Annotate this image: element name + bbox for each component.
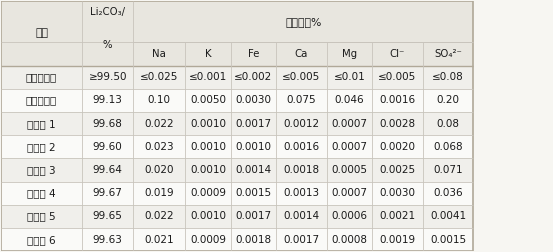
Text: Na: Na [152,49,166,59]
Text: Fe: Fe [248,49,259,59]
Text: 0.0010: 0.0010 [190,165,226,175]
Text: ≤0.001: ≤0.001 [189,72,227,82]
Text: 0.036: 0.036 [433,188,463,198]
Text: 0.021: 0.021 [144,235,174,245]
Text: 电池级标准: 电池级标准 [26,72,57,82]
Text: 0.0005: 0.0005 [331,165,367,175]
Text: 实施例 6: 实施例 6 [27,235,56,245]
Text: 0.068: 0.068 [433,142,463,152]
Text: 0.023: 0.023 [144,142,174,152]
Text: 杂质含量%: 杂质含量% [285,17,321,26]
Bar [1,1,473,66]
Text: 0.0012: 0.0012 [283,119,320,129]
Bar [1,182,473,205]
Text: 0.046: 0.046 [335,96,364,106]
Text: 0.0014: 0.0014 [235,165,272,175]
Text: 0.0009: 0.0009 [190,188,226,198]
Text: 实施例 2: 实施例 2 [27,142,56,152]
Text: 0.10: 0.10 [148,96,171,106]
Text: 0.20: 0.20 [436,96,460,106]
Text: 0.0008: 0.0008 [331,235,367,245]
Text: 0.0007: 0.0007 [331,119,367,129]
Bar [1,228,473,251]
Text: SO₄²⁻: SO₄²⁻ [434,49,462,59]
Text: ≤0.005: ≤0.005 [282,72,320,82]
Text: 99.64: 99.64 [93,165,123,175]
Text: 0.022: 0.022 [144,211,174,222]
Text: 99.65: 99.65 [93,211,123,222]
Bar [1,135,473,159]
Text: 实施例 4: 实施例 4 [27,188,56,198]
Text: 0.0007: 0.0007 [331,188,367,198]
Text: 0.0010: 0.0010 [190,119,226,129]
Text: 参比实施例: 参比实施例 [26,96,57,106]
Text: 实施例 1: 实施例 1 [27,119,56,129]
Text: 0.020: 0.020 [144,165,174,175]
Text: 0.0013: 0.0013 [283,188,320,198]
Text: 0.075: 0.075 [286,96,316,106]
Text: 99.63: 99.63 [93,235,123,245]
Text: 0.0016: 0.0016 [379,96,415,106]
Text: 99.68: 99.68 [93,119,123,129]
Text: ≤0.01: ≤0.01 [333,72,365,82]
Text: 0.0025: 0.0025 [379,165,415,175]
Text: 品级: 品级 [35,28,48,38]
Bar [1,112,473,135]
Text: 0.0028: 0.0028 [379,119,415,129]
Text: 0.0017: 0.0017 [283,235,320,245]
Text: 0.0007: 0.0007 [331,142,367,152]
Text: Cl⁻: Cl⁻ [390,49,405,59]
Bar [1,205,473,228]
Text: 实施例 3: 实施例 3 [27,165,56,175]
Text: 0.0020: 0.0020 [379,142,415,152]
Text: 0.0014: 0.0014 [283,211,320,222]
Text: 0.0021: 0.0021 [379,211,415,222]
Text: 99.60: 99.60 [93,142,123,152]
Text: K: K [205,49,211,59]
Text: Mg: Mg [342,49,357,59]
Text: 0.08: 0.08 [436,119,460,129]
Text: 0.0019: 0.0019 [379,235,415,245]
Text: 0.022: 0.022 [144,119,174,129]
Bar [1,1,473,251]
Text: 99.13: 99.13 [93,96,123,106]
Text: Li₂CO₃/: Li₂CO₃/ [90,7,125,17]
Text: Ca: Ca [295,49,308,59]
Text: 0.0041: 0.0041 [430,211,466,222]
Text: 0.0010: 0.0010 [236,142,272,152]
Text: ≤0.005: ≤0.005 [378,72,416,82]
Text: 0.0010: 0.0010 [190,142,226,152]
Text: 0.0015: 0.0015 [430,235,466,245]
Bar [1,159,473,182]
Text: 0.0018: 0.0018 [283,165,320,175]
Text: 0.0009: 0.0009 [190,235,226,245]
Text: 0.0030: 0.0030 [236,96,272,106]
Bar [1,89,473,112]
Text: 0.0018: 0.0018 [235,235,272,245]
Bar [1,66,473,89]
Text: 0.019: 0.019 [144,188,174,198]
Text: 0.0006: 0.0006 [331,211,367,222]
Text: 实施例 5: 实施例 5 [27,211,56,222]
Text: 0.0050: 0.0050 [190,96,226,106]
Text: 0.0017: 0.0017 [235,119,272,129]
Text: ≤0.025: ≤0.025 [140,72,179,82]
Text: 0.0010: 0.0010 [190,211,226,222]
Text: 0.071: 0.071 [433,165,463,175]
Text: 0.0017: 0.0017 [235,211,272,222]
Text: %: % [103,40,112,50]
Text: 0.0015: 0.0015 [235,188,272,198]
Text: ≤0.08: ≤0.08 [432,72,464,82]
Text: ≥99.50: ≥99.50 [88,72,127,82]
Text: 99.67: 99.67 [93,188,123,198]
Text: 0.0030: 0.0030 [379,188,415,198]
Text: ≤0.002: ≤0.002 [234,72,273,82]
Text: 0.0016: 0.0016 [283,142,320,152]
